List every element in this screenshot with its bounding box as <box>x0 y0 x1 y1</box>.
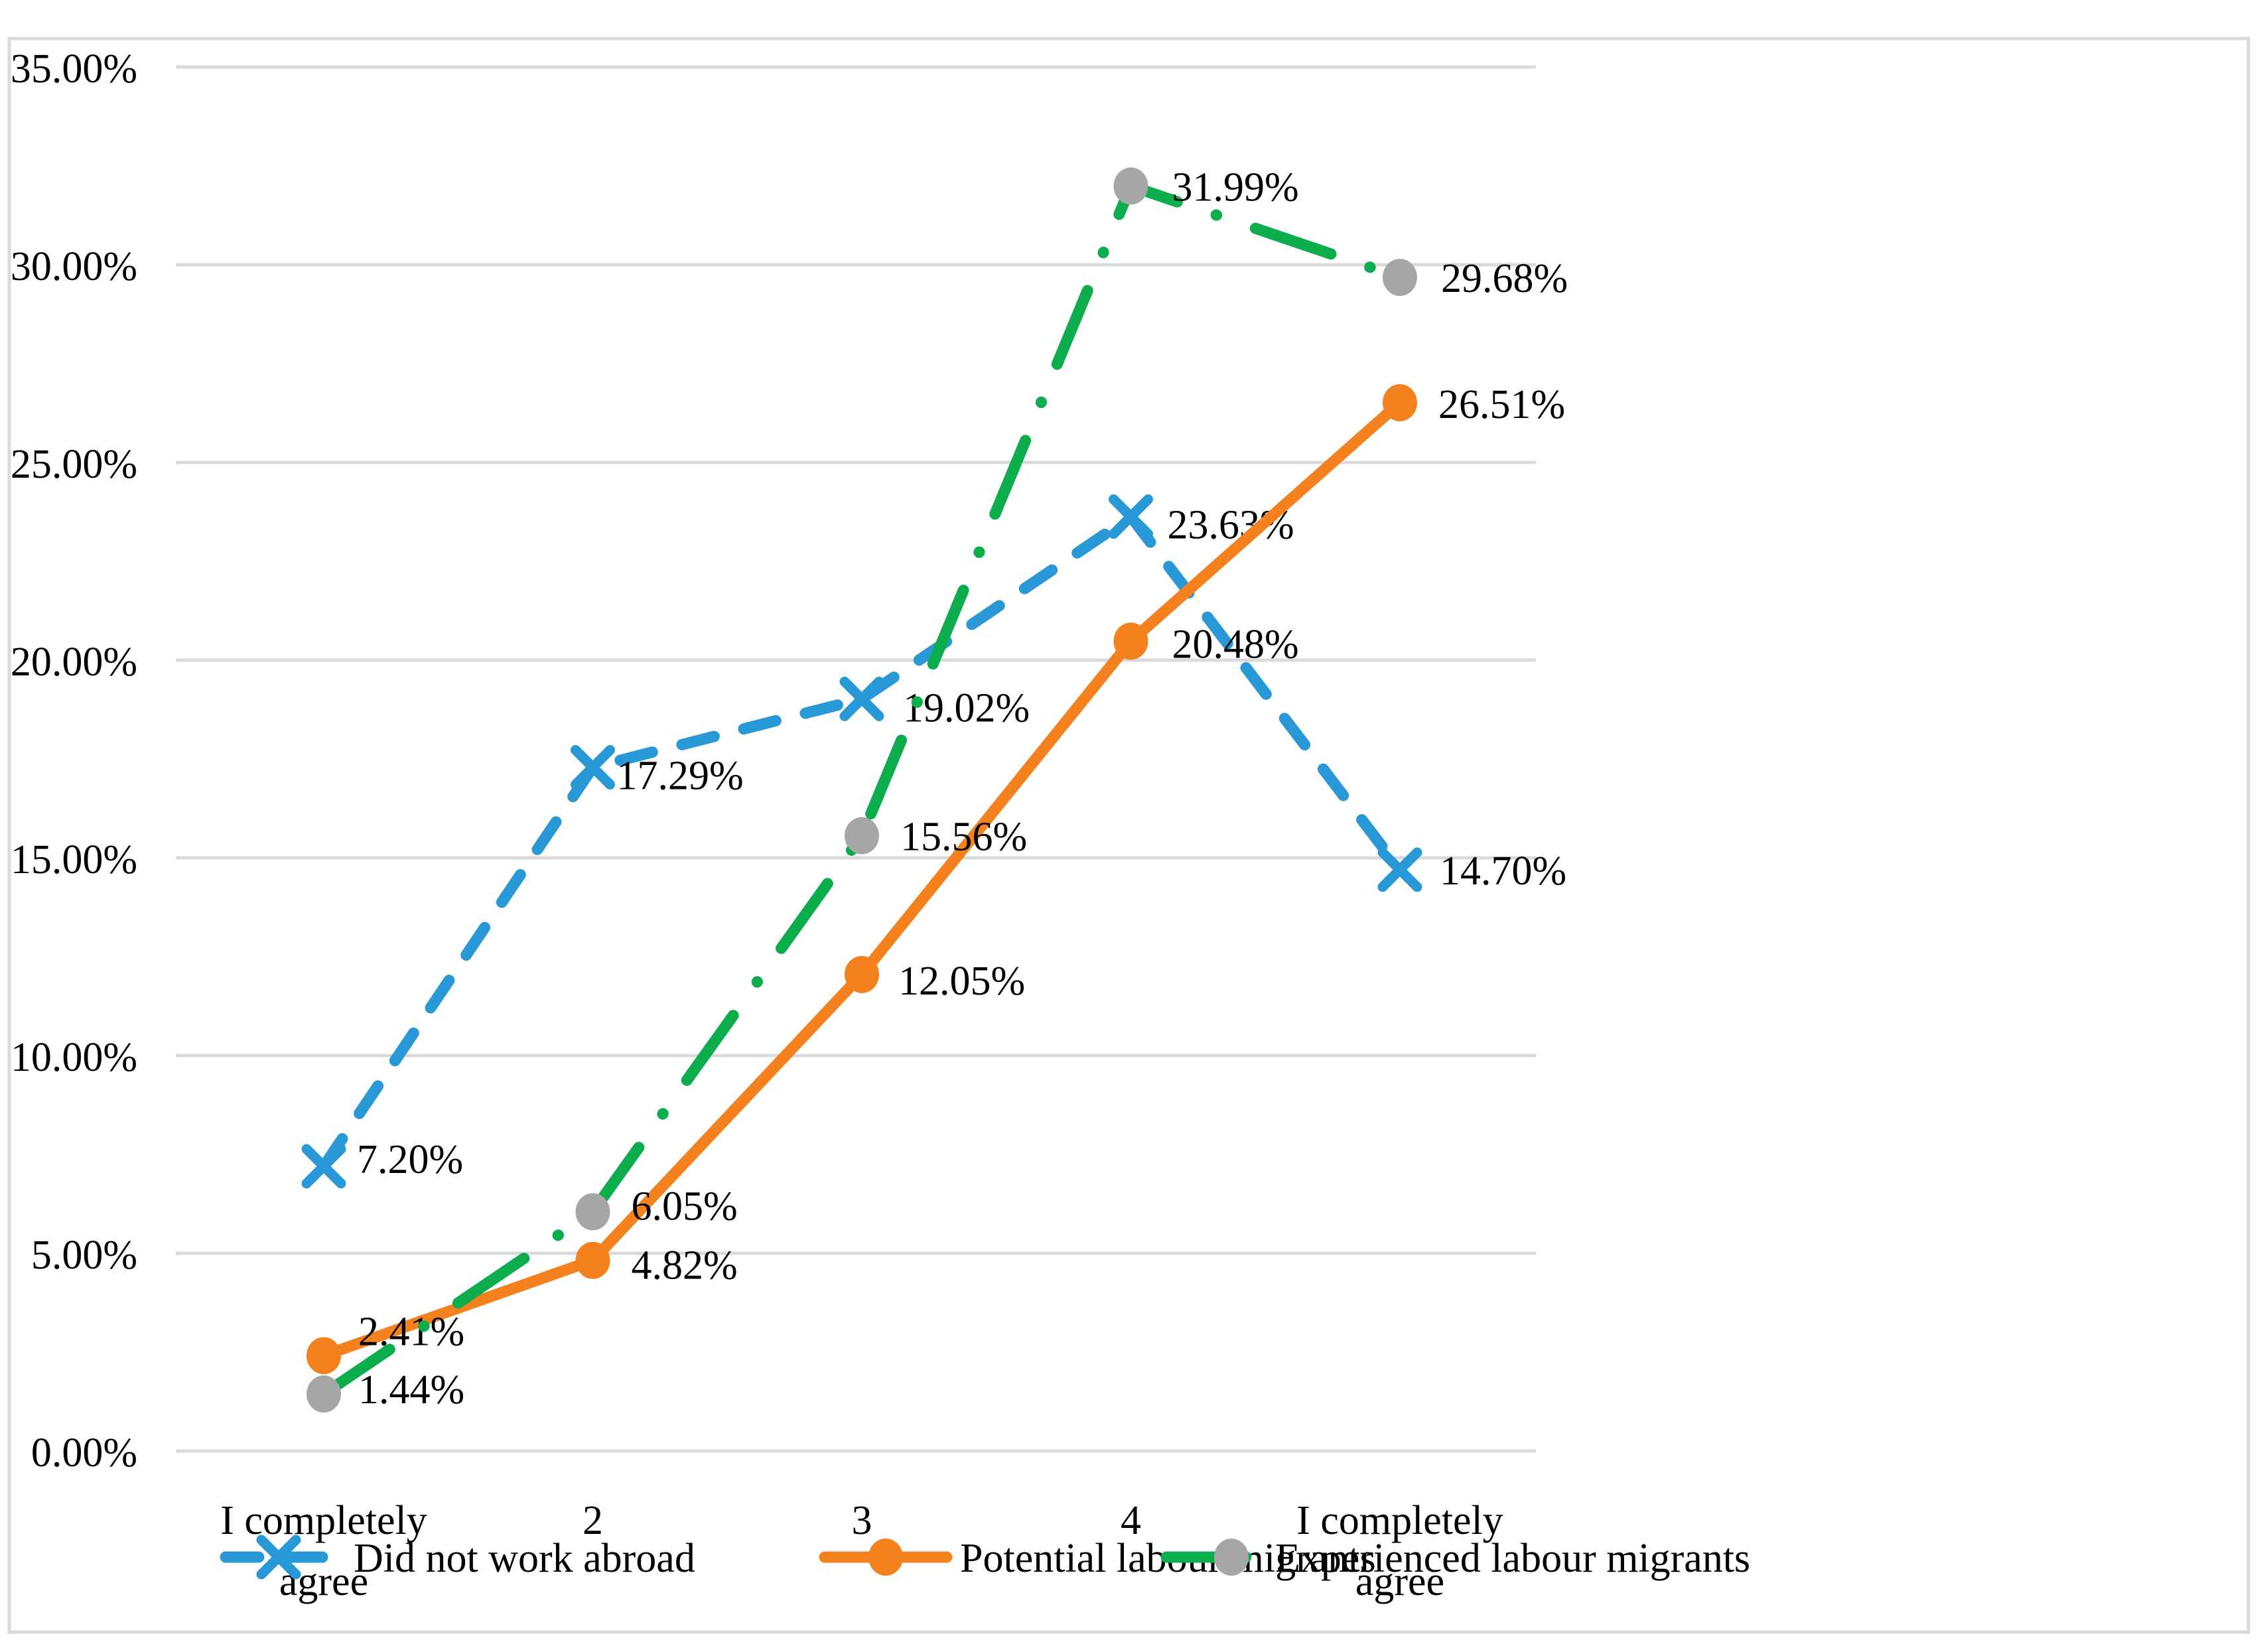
y-axis-tick-label: 0.00% <box>31 1430 137 1476</box>
data-point-marker-x <box>301 1144 346 1189</box>
legend: Did not work abroad Potential labour migr… <box>220 1535 1750 1581</box>
data-point-marker-circle <box>307 1375 341 1413</box>
data-point-label: 19.02% <box>903 685 1030 730</box>
data-point-marker-circle <box>575 1241 610 1279</box>
series-experienced-labour-migrants: 1.44% 6.05% 15.56% 31.99% 29.68% <box>307 165 1568 1413</box>
series-line <box>318 180 1406 1400</box>
data-point-label: 6.05% <box>632 1184 738 1229</box>
data-point-marker-circle <box>845 955 879 993</box>
data-point-label: 26.51% <box>1438 382 1565 427</box>
y-axis-tick-label: 5.00% <box>31 1233 137 1278</box>
y-axis-tick-label: 25.00% <box>11 442 137 487</box>
data-point-label: 7.20% <box>357 1137 463 1182</box>
data-point-label: 14.70% <box>1440 849 1566 894</box>
x-axis-tick-label: 2 <box>583 1498 603 1543</box>
legend-label: Did not work abroad <box>354 1536 695 1581</box>
data-point-marker-circle <box>845 817 879 855</box>
y-axis-tick-label: 10.00% <box>11 1035 137 1080</box>
y-axis-tick-label: 20.00% <box>11 640 137 685</box>
data-point-label: 31.99% <box>1172 165 1299 210</box>
y-axis-tick-label: 15.00% <box>11 837 137 882</box>
x-axis-tick-label: 3 <box>852 1498 872 1543</box>
data-point-marker-circle <box>1113 622 1148 660</box>
y-axis-tick-label: 35.00% <box>11 46 137 92</box>
data-point-label: 12.05% <box>898 959 1025 1004</box>
legend-label: Experienced labour migrants <box>1275 1536 1750 1581</box>
data-point-marker-circle <box>307 1337 341 1375</box>
data-point-label: 15.56% <box>900 815 1027 860</box>
data-point-label: 20.48% <box>1172 622 1299 667</box>
data-point-marker-circle <box>1214 1539 1249 1576</box>
chart-border <box>7 36 2250 1634</box>
legend-entry-experienced-labour-migrants: Experienced labour migrants <box>1160 1536 1750 1581</box>
data-point-label: 4.82% <box>632 1243 738 1288</box>
x-axis-tick-label: I completely agree <box>1296 1498 1503 1604</box>
data-point-marker-circle <box>868 1539 903 1576</box>
data-point-marker-x <box>571 745 615 790</box>
data-point-marker-circle <box>1383 384 1417 422</box>
data-point-marker-x <box>839 676 884 721</box>
data-point-marker-x <box>1109 494 1153 539</box>
series-did-not-work-abroad: 7.20%17.29%19.02%23.63%14.70% <box>301 494 1566 1189</box>
data-point-marker-circle <box>1113 167 1148 205</box>
legend-entry-potential-labour-migrants: Potential labour migrants <box>819 1536 1376 1581</box>
y-axis-tick-label: 30.00% <box>11 244 137 289</box>
y-axis-tick-labels: 0.00% 5.00% 10.00% 15.00% 20.00% 25.00% 30.00%… <box>11 46 137 1476</box>
data-point-marker-x <box>1377 847 1422 892</box>
data-point-marker-circle <box>575 1193 610 1231</box>
data-point-marker-circle <box>1383 259 1417 297</box>
legend-entry-did-not-work-abroad: Did not work abroad <box>220 1535 695 1581</box>
data-point-label: 1.44% <box>358 1367 464 1412</box>
data-point-label: 2.41% <box>358 1309 464 1354</box>
data-point-marker-x <box>256 1535 301 1580</box>
gridlines <box>176 65 1536 1453</box>
data-point-label: 29.68% <box>1441 256 1568 301</box>
data-point-label: 17.29% <box>617 754 744 799</box>
series-potential-labour-migrants: 2.41% 4.82% 12.05% 20.48% 26.51% <box>307 382 1565 1375</box>
x-axis-tick-label: 4 <box>1121 1498 1141 1543</box>
